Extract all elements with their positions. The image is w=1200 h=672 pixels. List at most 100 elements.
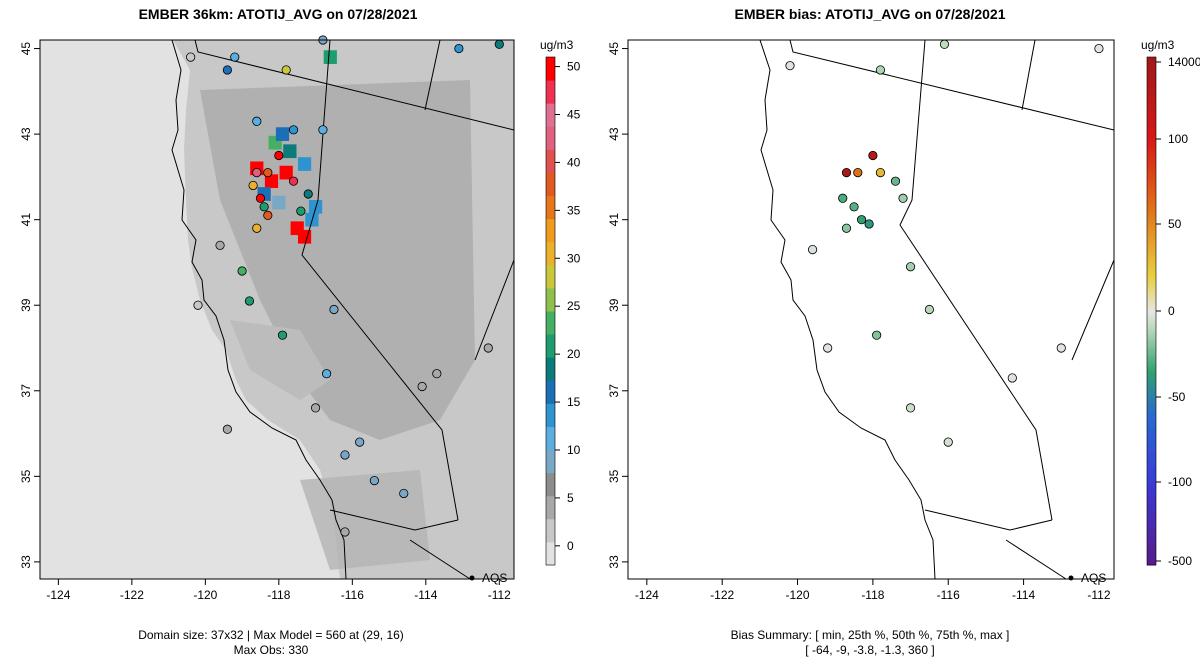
left-station-point xyxy=(274,150,284,161)
right-colorbar-swatch xyxy=(1147,539,1156,542)
left-station-point xyxy=(248,180,258,191)
right-x-axis: -124 -122 -120 -118 -116 -114 -112 xyxy=(635,579,1111,602)
right-xtick-label: -122 xyxy=(710,588,734,602)
right-bias-point xyxy=(1094,43,1104,54)
right-colorbar-swatch xyxy=(1147,511,1156,514)
left-valley-field xyxy=(230,320,330,400)
right-colorbar-swatch xyxy=(1147,147,1156,150)
right-colorbar-swatch xyxy=(1147,489,1156,492)
right-bias-point xyxy=(939,39,950,49)
left-ut-border xyxy=(474,259,515,361)
right-colorbar-swatch xyxy=(1147,119,1156,122)
right-bias-point xyxy=(841,223,852,233)
right-colorbar-swatch xyxy=(1147,291,1156,294)
right-colorbar-swatch xyxy=(1147,499,1156,502)
right-xtick-label: -124 xyxy=(635,588,659,602)
right-colorbar-swatch xyxy=(1147,369,1156,372)
left-station-point xyxy=(355,437,365,447)
left-x-axis: -124 -122 -120 -118 -116 -114 -112 xyxy=(46,579,511,602)
left-xtick-label: -114 xyxy=(414,588,437,602)
right-colorbar-swatch xyxy=(1147,235,1156,238)
right-ut-border xyxy=(1071,259,1115,361)
left-station-point xyxy=(230,52,240,62)
right-colorbar-swatch xyxy=(1147,65,1156,68)
right-bias-point xyxy=(856,215,867,225)
right-colorbar-swatch xyxy=(1147,115,1156,118)
right-colorbar-swatch xyxy=(1147,463,1156,466)
right-colorbar-swatch xyxy=(1147,263,1156,266)
right-colorbar-swatch xyxy=(1147,483,1156,486)
right-colorbar-swatch xyxy=(1147,399,1156,402)
right-colorbar-swatch xyxy=(1147,243,1156,246)
left-colorbar-swatch xyxy=(546,449,555,474)
right-colorbar-swatch xyxy=(1147,551,1156,554)
right-colorbar-swatch xyxy=(1147,281,1156,284)
right-az-border xyxy=(1005,539,1067,580)
right-colorbar-swatch xyxy=(1147,347,1156,350)
right-colorbar-swatch xyxy=(1147,265,1156,268)
left-ytick-label: 41 xyxy=(19,213,33,227)
left-colorbar-swatch xyxy=(546,218,555,243)
right-colorbar-swatch xyxy=(1147,307,1156,310)
left-station-point xyxy=(252,168,262,178)
right-colorbar-swatch xyxy=(1147,327,1156,330)
left-station-point xyxy=(244,296,255,306)
right-colorbar-swatch xyxy=(1147,297,1156,300)
left-station-point xyxy=(296,206,306,216)
right-colorbar-swatch xyxy=(1147,133,1156,136)
right-colorbar-swatch xyxy=(1147,335,1156,338)
left-station-point xyxy=(322,369,332,379)
left-station-point xyxy=(432,369,442,379)
right-colorbar-swatch xyxy=(1147,487,1156,490)
right-colorbar-swatch xyxy=(1147,457,1156,460)
right-colorbar-swatch xyxy=(1147,541,1156,544)
right-colorbar-swatch xyxy=(1147,219,1156,222)
right-colorbar-swatch xyxy=(1147,383,1156,386)
right-colorbar-swatch xyxy=(1147,105,1156,108)
right-colorbar-swatch xyxy=(1147,103,1156,106)
right-xtick-label: -112 xyxy=(1087,588,1110,602)
left-station-point xyxy=(399,488,409,499)
left-colorbar-title: ug/m3 xyxy=(540,38,574,52)
right-colorbar-swatch xyxy=(1147,117,1156,120)
left-y-axis: 33 35 37 39 41 43 45 xyxy=(19,42,40,569)
right-colorbar-swatch xyxy=(1147,387,1156,390)
left-colorbar-swatch xyxy=(546,311,555,335)
right-colorbar-swatch xyxy=(1147,159,1156,162)
right-colorbar-swatch xyxy=(1147,321,1156,324)
right-footer-line1: Bias Summary: [ min, 25th %, 50th %, 75t… xyxy=(731,628,1010,642)
left-colorbar-swatch xyxy=(546,518,555,543)
right-colorbar-swatch xyxy=(1147,261,1156,264)
right-colorbar-swatch xyxy=(1147,183,1156,186)
right-colorbar-swatch xyxy=(1147,373,1156,376)
right-ca-nv-border xyxy=(899,39,1053,521)
left-colorbar-swatch xyxy=(546,149,555,173)
right-bias-point xyxy=(943,437,953,447)
right-colorbar-swatch xyxy=(1147,533,1156,536)
right-colorbar-swatch xyxy=(1147,121,1156,124)
left-colorbar-tick-label: 45 xyxy=(567,108,581,122)
right-colorbar-swatch xyxy=(1147,189,1156,192)
left-or-border xyxy=(194,39,515,131)
left-station-point xyxy=(454,43,464,54)
right-colorbar-swatch xyxy=(1147,471,1156,474)
left-grid-cell xyxy=(323,50,337,64)
right-colorbar-swatch xyxy=(1147,409,1156,412)
right-colorbar-swatch xyxy=(1147,237,1156,240)
right-bias-point xyxy=(1007,373,1017,383)
left-station-point xyxy=(288,176,299,186)
left-station-point xyxy=(494,39,504,49)
right-bias-point xyxy=(841,168,852,178)
left-footer-line2: Max Obs: 330 xyxy=(234,643,309,657)
right-colorbar-swatch xyxy=(1147,359,1156,362)
right-colorbar-swatch xyxy=(1147,371,1156,374)
right-colorbar-swatch xyxy=(1147,277,1156,280)
right-bias-point xyxy=(1056,343,1066,353)
right-colorbar-swatch xyxy=(1147,293,1156,296)
right-colorbar-swatch xyxy=(1147,313,1156,316)
right-colorbar-swatch xyxy=(1147,251,1156,254)
left-colorbar-tick-label: 15 xyxy=(567,395,581,409)
right-colorbar-swatch xyxy=(1147,425,1156,428)
right-colorbar-swatch xyxy=(1147,315,1156,318)
right-colorbar-swatch xyxy=(1147,375,1156,378)
